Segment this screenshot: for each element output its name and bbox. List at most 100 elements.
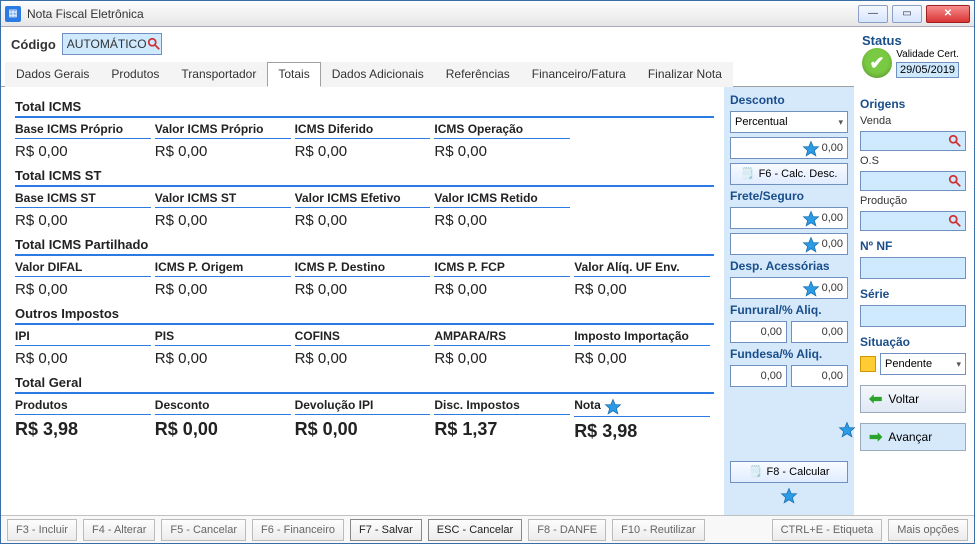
esc-cancelar-button[interactable]: ESC - Cancelar xyxy=(428,519,522,541)
codigo-field[interactable]: AUTOMÁTICO xyxy=(62,33,162,55)
funrural-v2[interactable]: 0,00 xyxy=(791,321,848,343)
val-desconto: R$ 0,00 xyxy=(155,415,291,440)
lbl-base-icms-st: Base ICMS ST xyxy=(15,191,151,208)
val-icms-operacao: R$ 0,00 xyxy=(434,139,570,160)
search-icon[interactable] xyxy=(947,173,963,189)
val-devolucao-ipi: R$ 0,00 xyxy=(295,415,431,440)
tab-dados-gerais[interactable]: Dados Gerais xyxy=(5,62,100,87)
side-desp-title: Desp. Acessórias xyxy=(730,259,848,273)
maximize-button[interactable]: ▭ xyxy=(892,5,922,23)
os-label: O.S xyxy=(860,155,966,167)
fundesa-v2[interactable]: 0,00 xyxy=(791,365,848,387)
calcular-button[interactable]: 🗒️ F8 - Calcular xyxy=(730,461,848,483)
lbl-valor-icms-efetivo: Valor ICMS Efetivo xyxy=(295,191,431,208)
section-total-icms: Total ICMS xyxy=(15,99,714,118)
star-icon xyxy=(802,140,818,156)
val-difal: R$ 0,00 xyxy=(15,277,151,298)
val-valor-icms-retido: R$ 0,00 xyxy=(434,208,570,229)
titlebar: ▦ Nota Fiscal Eletrônica — ▭ ✕ xyxy=(1,1,974,27)
f10-reutilizar-button[interactable]: F10 - Reutilizar xyxy=(612,519,705,541)
val-produtos: R$ 3,98 xyxy=(15,415,151,440)
section-total-icms-part: Total ICMS Partilhado xyxy=(15,237,714,256)
section-total-icms-st: Total ICMS ST xyxy=(15,168,714,187)
tab-financeiro[interactable]: Financeiro/Fatura xyxy=(521,62,637,87)
footer-toolbar: F3 - Incluir F4 - Alterar F5 - Cancelar … xyxy=(1,515,974,543)
f4-alterar-button[interactable]: F4 - Alterar xyxy=(83,519,155,541)
star-icon xyxy=(604,398,620,414)
val-pis: R$ 0,00 xyxy=(155,346,291,367)
serie-label: Série xyxy=(860,287,966,301)
app-icon: ▦ xyxy=(5,6,21,22)
fundesa-v1[interactable]: 0,00 xyxy=(730,365,787,387)
frete-input[interactable]: 0,00 xyxy=(730,207,848,229)
situacao-select[interactable]: Pendente▾ xyxy=(880,353,966,375)
search-icon[interactable] xyxy=(947,213,963,229)
status-title: Status xyxy=(862,33,966,48)
f6-financeiro-button[interactable]: F6 - Financeiro xyxy=(252,519,344,541)
tab-dados-adicionais[interactable]: Dados Adicionais xyxy=(321,62,435,87)
minimize-button[interactable]: — xyxy=(858,5,888,23)
codigo-label: Código xyxy=(11,37,56,52)
lbl-valor-icms-proprio: Valor ICMS Próprio xyxy=(155,122,291,139)
f5-cancelar-button[interactable]: F5 - Cancelar xyxy=(161,519,246,541)
tab-finalizar[interactable]: Finalizar Nota xyxy=(637,62,733,87)
os-field[interactable] xyxy=(860,171,966,191)
situacao-label: Situação xyxy=(860,335,966,349)
val-disc-impostos: R$ 1,37 xyxy=(434,415,570,440)
star-icon xyxy=(838,421,860,443)
seguro-input[interactable]: 0,00 xyxy=(730,233,848,255)
arrow-left-icon: ⬅ xyxy=(869,389,882,409)
producao-label: Produção xyxy=(860,195,966,207)
venda-field[interactable] xyxy=(860,131,966,151)
desconto-value-input[interactable]: 0,00 xyxy=(730,137,848,159)
star-icon xyxy=(802,236,818,252)
lbl-aliq-uf-env: Valor Alíq. UF Env. xyxy=(574,260,710,277)
f7-salvar-button[interactable]: F7 - Salvar xyxy=(350,519,422,541)
mais-opcoes-button[interactable]: Mais opções xyxy=(888,519,968,541)
origens-title: Origens xyxy=(860,97,966,111)
voltar-button[interactable]: ⬅ Voltar xyxy=(860,385,966,413)
lbl-ipi: IPI xyxy=(15,329,151,346)
lbl-disc-impostos: Disc. Impostos xyxy=(434,398,570,415)
venda-label: Venda xyxy=(860,115,966,127)
check-icon: ✔ xyxy=(862,48,892,78)
search-icon[interactable] xyxy=(147,36,161,52)
val-aliq-uf-env: R$ 0,00 xyxy=(574,277,710,298)
codigo-value: AUTOMÁTICO xyxy=(67,37,147,51)
close-button[interactable]: ✕ xyxy=(926,5,970,23)
avancar-button[interactable]: ➡ Avançar xyxy=(860,423,966,451)
calc-desc-button[interactable]: 🗒️ F6 - Calc. Desc. xyxy=(730,163,848,185)
val-ipi: R$ 0,00 xyxy=(15,346,151,367)
ctrl-e-etiqueta-button[interactable]: CTRL+E - Etiqueta xyxy=(772,519,883,541)
lbl-nota: Nota xyxy=(574,398,710,417)
tabs: Dados Gerais Produtos Transportador Tota… xyxy=(1,61,854,87)
producao-field[interactable] xyxy=(860,211,966,231)
val-base-icms-proprio: R$ 0,00 xyxy=(15,139,151,160)
lbl-icms-diferido: ICMS Diferido xyxy=(295,122,431,139)
search-icon[interactable] xyxy=(947,133,963,149)
f3-incluir-button[interactable]: F3 - Incluir xyxy=(7,519,77,541)
lbl-cofins: COFINS xyxy=(295,329,431,346)
val-valor-icms-proprio: R$ 0,00 xyxy=(155,139,291,160)
situacao-color-icon xyxy=(860,356,876,372)
validade-date: 29/05/2019 xyxy=(896,62,959,78)
lbl-produtos: Produtos xyxy=(15,398,151,415)
lbl-valor-icms-retido: Valor ICMS Retido xyxy=(434,191,570,208)
funrural-v1[interactable]: 0,00 xyxy=(730,321,787,343)
lbl-base-icms-proprio: Base ICMS Próprio xyxy=(15,122,151,139)
val-icms-p-fcp: R$ 0,00 xyxy=(434,277,570,298)
f8-danfe-button[interactable]: F8 - DANFE xyxy=(528,519,606,541)
serie-field[interactable] xyxy=(860,305,966,327)
tab-totais[interactable]: Totais xyxy=(267,62,320,87)
side-funrural-title: Funrural/% Aliq. xyxy=(730,303,848,317)
nf-field[interactable] xyxy=(860,257,966,279)
desp-input[interactable]: 0,00 xyxy=(730,277,848,299)
desconto-type-select[interactable]: Percentual▾ xyxy=(730,111,848,133)
lbl-icms-operacao: ICMS Operação xyxy=(434,122,570,139)
star-icon xyxy=(778,487,800,509)
window-title: Nota Fiscal Eletrônica xyxy=(27,7,858,21)
tab-referencias[interactable]: Referências xyxy=(435,62,521,87)
lbl-valor-icms-st: Valor ICMS ST xyxy=(155,191,291,208)
tab-transportador[interactable]: Transportador xyxy=(170,62,267,87)
tab-produtos[interactable]: Produtos xyxy=(100,62,170,87)
